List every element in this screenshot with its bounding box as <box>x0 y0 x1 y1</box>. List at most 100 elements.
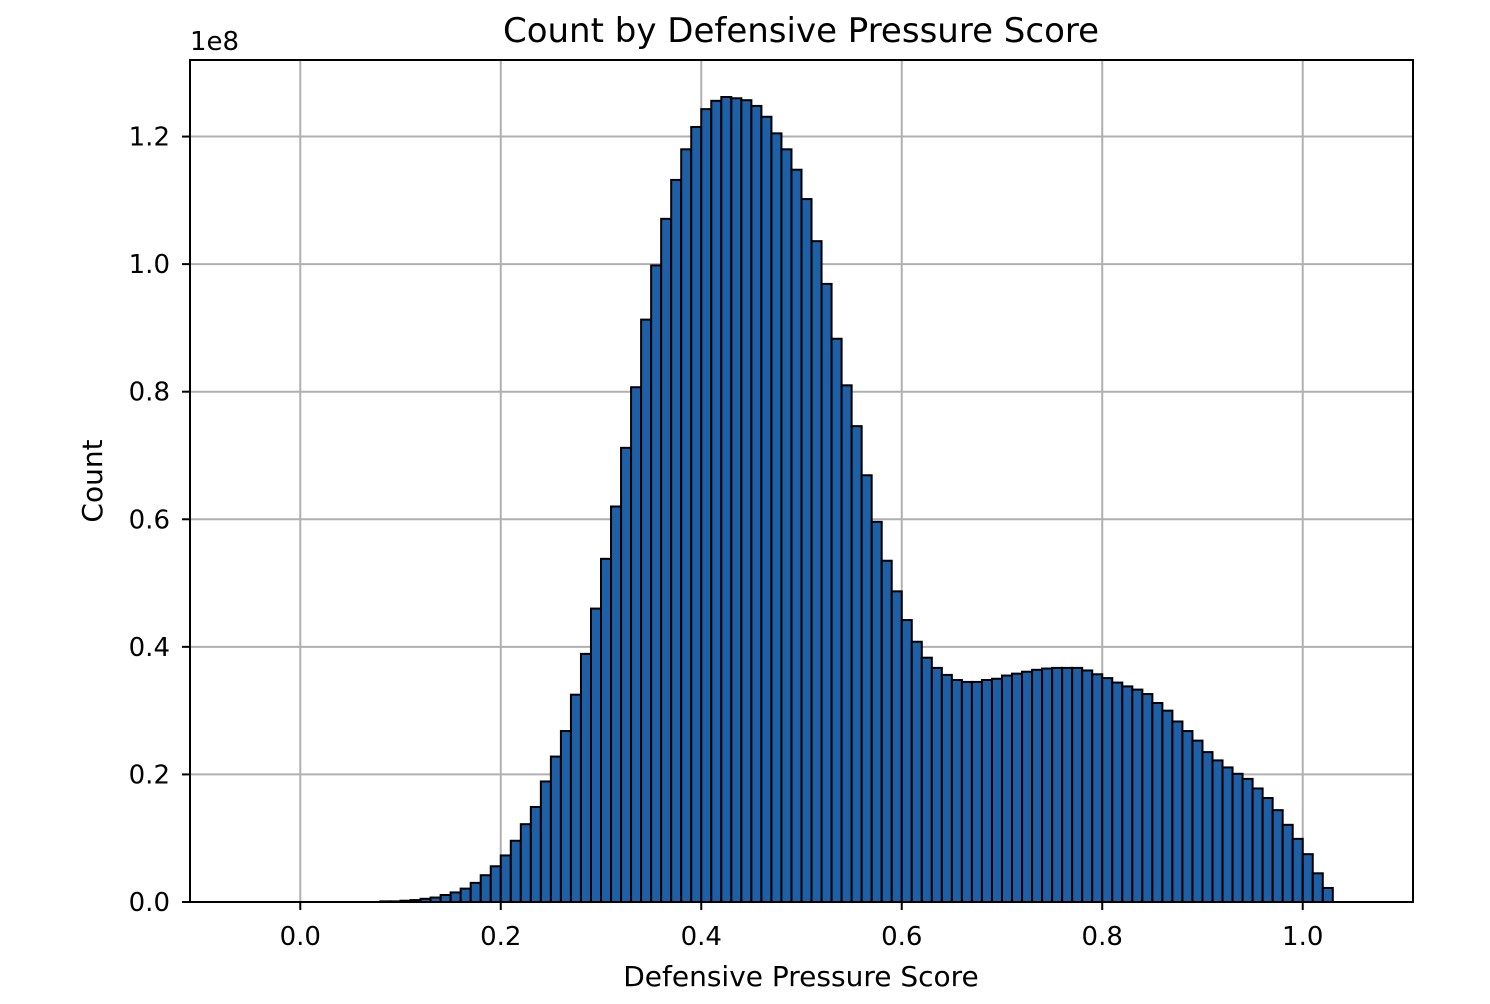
histogram-bar <box>1301 853 1314 904</box>
histogram-bar <box>1111 681 1124 903</box>
histogram-bar <box>920 656 933 904</box>
histogram-bar <box>1101 677 1114 904</box>
histogram-bar <box>1191 739 1204 903</box>
histogram-bar <box>970 680 983 903</box>
histogram-bar <box>790 168 803 903</box>
histogram-bar <box>820 282 833 903</box>
histogram-bar <box>489 865 502 904</box>
histogram-bar <box>650 264 663 903</box>
histogram-bar <box>610 505 623 903</box>
histogram-bar <box>1181 730 1194 903</box>
histogram-bar <box>1141 693 1154 903</box>
histogram-bar <box>1231 772 1244 904</box>
histogram-bar <box>509 839 522 903</box>
histogram-bar <box>870 520 883 903</box>
histogram-bar <box>740 99 753 904</box>
histogram-bar <box>1241 777 1254 904</box>
histogram-bar <box>1201 751 1214 904</box>
histogram-bar <box>700 108 713 904</box>
histogram-bar <box>1271 809 1284 903</box>
histogram-bar <box>1021 670 1034 904</box>
histogram-bar <box>1041 667 1054 904</box>
y-tick-label: 0.6 <box>129 505 170 535</box>
x-tick-label: 1.0 <box>1282 922 1323 952</box>
histogram-bar <box>1211 759 1224 904</box>
x-axis-label: Defensive Pressure Score <box>623 960 979 993</box>
histogram-bar <box>670 178 683 904</box>
histogram-bar <box>1321 886 1334 904</box>
histogram-bar <box>1121 685 1134 903</box>
histogram-bar <box>449 891 462 904</box>
histogram-bar <box>1131 688 1144 903</box>
histogram-bar <box>1311 872 1324 904</box>
y-axis-label: Count <box>76 439 109 522</box>
histogram-bar <box>549 755 562 904</box>
histogram-bar <box>640 318 653 904</box>
histogram-bar <box>890 590 903 903</box>
histogram-bar <box>569 693 582 903</box>
y-tick-label: 1.0 <box>129 250 170 280</box>
histogram-bar <box>960 680 973 903</box>
histogram-bar <box>459 887 472 904</box>
histogram-bar <box>559 730 572 903</box>
histogram-bar <box>800 198 813 904</box>
histogram-bar <box>680 148 693 903</box>
x-tick-label: 0.8 <box>1082 922 1123 952</box>
histogram-bar <box>1161 709 1174 903</box>
histogram-bar <box>760 115 773 903</box>
plot-frame <box>189 59 1414 903</box>
histogram-bar <box>850 425 863 903</box>
histogram-bar <box>860 474 873 903</box>
histogram-bar <box>940 673 953 904</box>
histogram-bar <box>1171 720 1184 903</box>
y-tick-label: 0.8 <box>129 378 170 408</box>
x-axis-ticks: 0.0 0.2 0.4 0.6 0.8 1.0 <box>280 902 1323 952</box>
x-tick-label: 0.4 <box>681 922 722 952</box>
histogram-bar <box>880 559 893 903</box>
histogram-bar <box>780 148 793 903</box>
y-tick-label: 0.2 <box>129 760 170 790</box>
histogram-bar <box>589 607 603 903</box>
histogram-bar <box>1221 766 1234 904</box>
histogram-bar <box>750 104 763 904</box>
histogram-bar <box>1031 668 1044 904</box>
x-tick-label: 0.6 <box>881 922 922 952</box>
histogram-bar <box>1011 672 1024 904</box>
histogram-bar <box>469 881 482 904</box>
histogram-bar <box>1151 701 1164 903</box>
histogram-bar <box>1291 837 1304 903</box>
histogram-bar <box>579 652 592 904</box>
histogram-bar <box>810 240 823 903</box>
histogram-bar <box>600 557 613 904</box>
histogram-bar <box>930 666 943 904</box>
histogram-bar <box>840 384 853 903</box>
histogram-bar <box>539 780 552 904</box>
histogram-bar <box>1091 673 1104 904</box>
histogram-bar <box>519 823 532 903</box>
histogram-bar <box>690 125 703 903</box>
chart-title: Count by Defensive Pressure Score <box>503 11 1099 51</box>
histogram-bar <box>1051 666 1064 904</box>
histogram-bar <box>660 217 673 903</box>
histogram-bar <box>1281 823 1294 903</box>
histogram-bar <box>499 854 512 904</box>
histogram-bar <box>830 337 843 903</box>
y-scale-offset-label: 1e8 <box>190 27 239 57</box>
histogram-bar <box>1000 674 1014 904</box>
histogram-bar <box>720 95 733 904</box>
histogram-bar <box>980 679 993 903</box>
histogram-bar <box>479 874 492 904</box>
histogram-bar <box>990 677 1003 903</box>
histogram-bar <box>730 97 743 904</box>
histogram-bar <box>439 893 452 904</box>
y-tick-label: 0.4 <box>129 633 170 663</box>
y-tick-label: 0.0 <box>129 888 170 918</box>
histogram-bar <box>630 386 643 903</box>
x-tick-label: 0.0 <box>280 922 321 952</box>
histogram-bar <box>710 99 723 904</box>
histogram-bar <box>1071 666 1084 904</box>
histogram-bar <box>950 679 963 903</box>
y-axis-ticks: 0.0 0.2 0.4 0.6 0.8 1.0 1.2 <box>129 123 190 918</box>
histogram-bar <box>1081 669 1094 904</box>
